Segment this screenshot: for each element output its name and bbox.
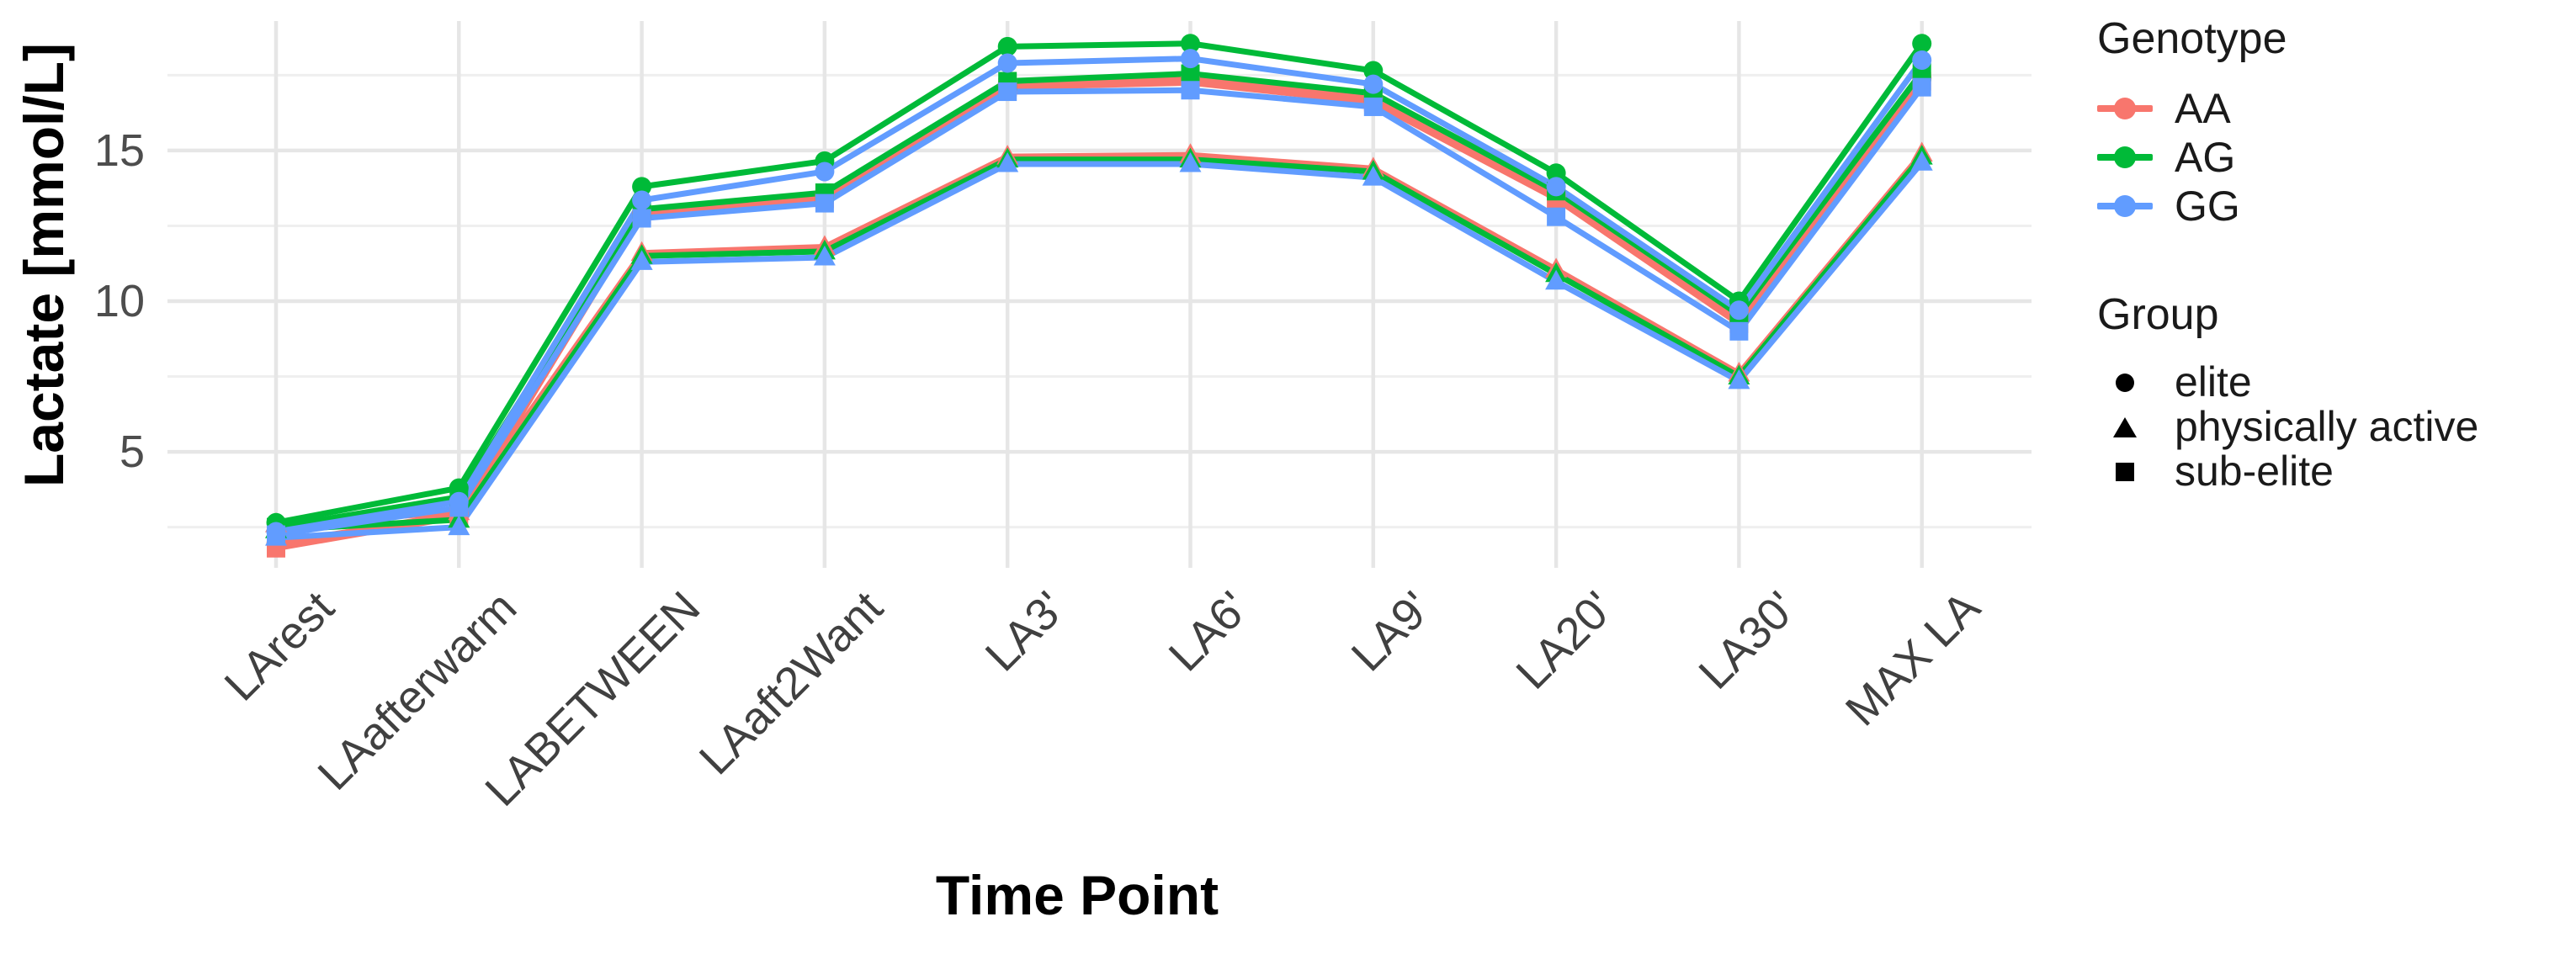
legend-genotype-title: Genotype [2097,14,2287,63]
data-point-GG-physically-active-LA9' [1362,166,1384,186]
data-point-GG-physically-active-LAaft2Want [813,246,836,266]
data-point-AG-elite-MAX LA [1912,34,1932,54]
data-point-GG-physically-active-MAX LA [1910,151,1933,171]
legend-label: physically active [2175,403,2479,450]
elite-circle-icon [2097,373,2153,392]
data-point-AG-elite-LA20' [1546,163,1566,183]
lactate-line-chart: Lactate [mmol/L] 5 10 15 LArest LAafterwarm… [13,13,2568,926]
y-tick-label: 15 [93,125,145,176]
legend-label: GG [2175,182,2240,230]
y-tick-label: 5 [119,427,145,478]
data-point-AG-elite-LA9' [1363,61,1384,81]
genotype-aa-key-icon [2097,84,2153,133]
data-point-GG-elite-LA30' [1729,300,1749,321]
y-axis-title: Lactate [mmol/L] [13,42,75,488]
sub-elite-square-icon [2097,462,2153,481]
data-point-GG-sub-elite-LA6' [1181,81,1200,100]
data-point-AG-elite-LA3' [997,36,1017,56]
legend: Genotype AA AG GG Group elite physi [2097,13,2568,494]
data-point-GG-physically-active-LArest [265,526,287,546]
data-point-GG-sub-elite-LA3' [998,82,1017,102]
data-point-GG-sub-elite-LA30' [1729,321,1749,341]
data-point-GG-sub-elite-LAaft2Want [815,193,834,213]
series-line-AA-elite [273,75,1925,547]
data-point-GG-elite-LA9' [1363,74,1384,94]
legend-label: AA [2175,84,2231,132]
data-point-AG-elite-LA6' [1181,34,1200,54]
series-lines [273,40,1925,552]
legend-group-title: Group [2097,290,2219,339]
legend-item-genotype-gg: GG [2097,182,2568,231]
data-point-GG-sub-elite-LAafterwarm [449,498,469,517]
data-point-GG-elite-LA20' [1546,177,1566,197]
data-point-GG-sub-elite-MAX LA [1912,77,1931,97]
data-point-GG-sub-elite-LABETWEEN [632,209,651,228]
data-point-GG-elite-MAX LA [1912,50,1932,70]
data-point-GG-sub-elite-LA9' [1363,97,1383,116]
data-point-GG-sub-elite-LA20' [1547,207,1566,226]
data-point-GG-physically-active-LA6' [1179,152,1202,172]
series-line-AG-elite [273,40,1925,526]
data-point-AG-elite-LABETWEEN [632,177,652,197]
data-point-GG-elite-LA3' [997,53,1017,73]
genotype-gg-key-icon [2097,182,2153,231]
legend-item-group-physically-active: physically active [2097,405,2568,449]
y-tick-label: 10 [93,276,145,326]
series-line-GG-physically-active [273,159,1925,541]
data-point-GG-physically-active-LA20' [1545,269,1568,290]
series-line-AA-physically-active [273,150,1925,527]
x-axis-title: Time Point [935,864,1219,926]
data-point-AG-sub-elite-LA6' [1181,64,1200,83]
data-point-GG-elite-LA6' [1181,49,1200,69]
series-line-AG-physically-active [273,153,1925,533]
legend-label: sub-elite [2175,448,2334,495]
plot-panel [167,21,2032,568]
series-line-GG-elite [273,56,1925,535]
legend-item-group-elite: elite [2097,360,2568,405]
data-point-GG-elite-LABETWEEN [632,190,652,210]
data-point-GG-physically-active-LAafterwarm [448,515,470,536]
legend-item-genotype-ag: AG [2097,133,2568,182]
data-point-GG-elite-LAaft2Want [815,162,835,182]
physically-active-triangle-icon [2097,416,2153,437]
legend-label: elite [2175,358,2252,405]
series-line-GG-sub-elite [273,84,1925,538]
legend-item-genotype-aa: AA [2097,84,2568,133]
gridlines [167,21,2032,568]
series-markers [265,34,1933,558]
genotype-ag-key-icon [2097,133,2153,182]
data-point-GG-physically-active-LA30' [1728,368,1750,389]
data-point-GG-physically-active-LA3' [996,152,1019,172]
legend-item-group-sub-elite: sub-elite [2097,449,2568,494]
legend-label: AG [2175,133,2236,181]
data-point-GG-physically-active-LABETWEEN [630,250,653,270]
